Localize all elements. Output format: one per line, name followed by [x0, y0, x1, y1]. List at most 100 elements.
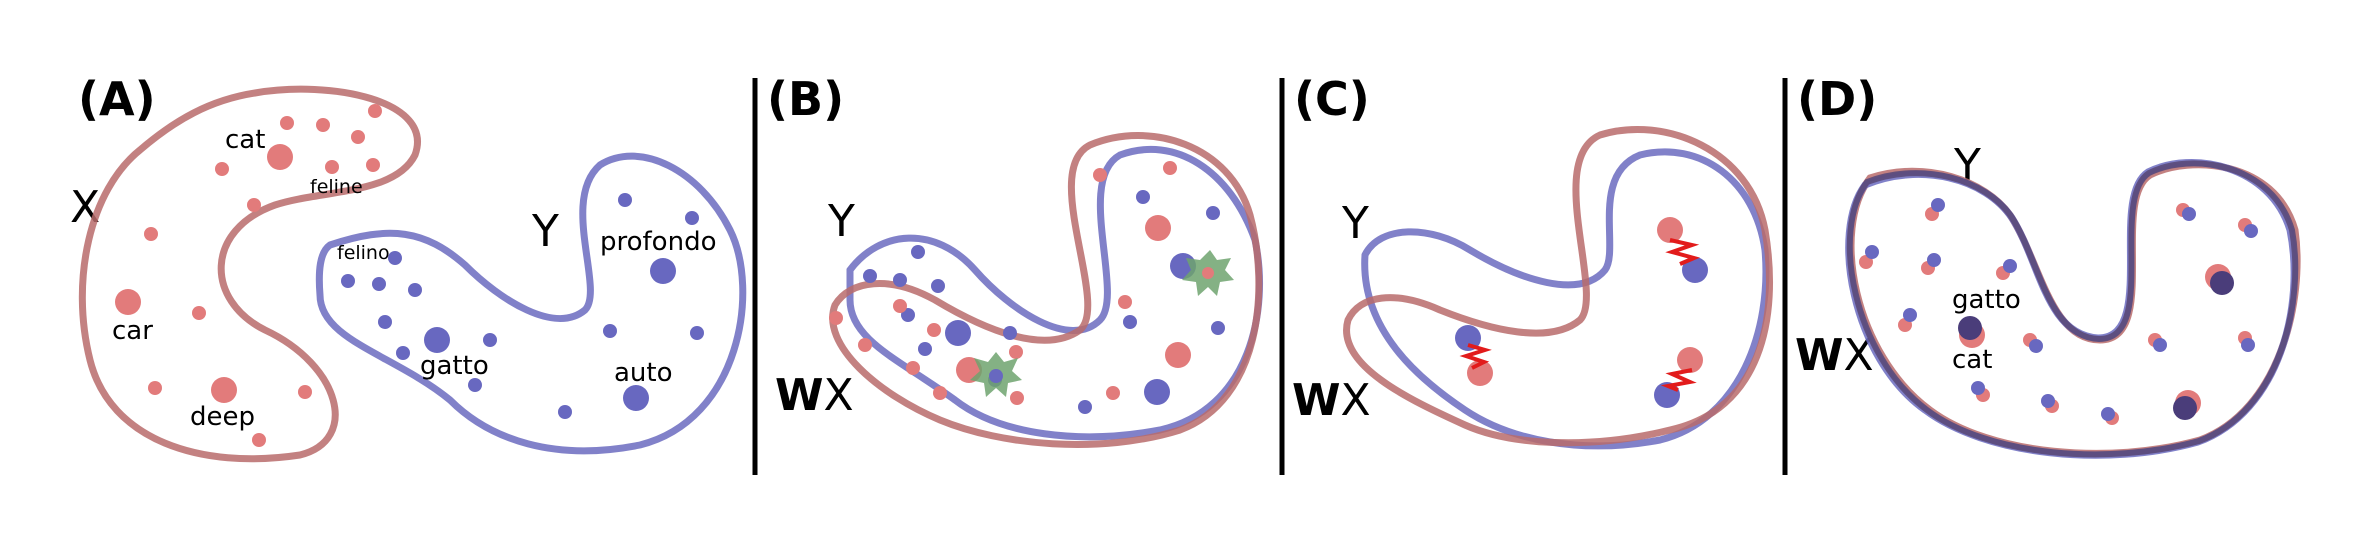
point [829, 311, 843, 325]
wx-space-boundary [1343, 125, 1773, 447]
space-label-y: Y [531, 206, 559, 257]
point [1010, 391, 1024, 405]
y-space-boundary [846, 145, 1263, 441]
point [918, 342, 932, 356]
point [247, 198, 261, 212]
point [388, 251, 402, 265]
space-label-y: Y [827, 196, 855, 247]
point [2041, 394, 2055, 408]
point [650, 258, 676, 284]
point [280, 116, 294, 130]
point [396, 346, 410, 360]
space-label-wx: WX [1795, 330, 1874, 381]
point [2244, 224, 2258, 238]
point [1202, 267, 1214, 279]
point [927, 323, 941, 337]
wx-space-boundary [1847, 161, 2301, 457]
mismatch-points [1455, 217, 1708, 408]
point [144, 227, 158, 241]
point [1958, 316, 1982, 340]
point [2101, 407, 2115, 421]
space-label-wx: WX [1292, 375, 1371, 426]
panel-a: (A) X Y [70, 72, 747, 463]
point [1118, 295, 1132, 309]
point [267, 144, 293, 170]
y-space-boundary [1361, 148, 1770, 450]
point [252, 433, 266, 447]
point [893, 273, 907, 287]
point [1144, 379, 1170, 405]
point [2241, 338, 2255, 352]
word-felino: felino [337, 242, 390, 264]
point [1903, 308, 1917, 322]
point [325, 160, 339, 174]
aligned-space-boundary [1846, 160, 2299, 458]
point [215, 162, 229, 176]
point [1123, 315, 1137, 329]
point [378, 315, 392, 329]
point [1093, 168, 1107, 182]
point [1211, 321, 1225, 335]
word-cat: cat [225, 125, 265, 155]
point [2210, 271, 2234, 295]
point [1455, 325, 1481, 351]
point [368, 104, 382, 118]
point [298, 385, 312, 399]
word-gatto: gatto [1952, 285, 2021, 315]
panel-label-d: (D) [1797, 72, 1877, 126]
point [618, 193, 632, 207]
wx-space-boundary [829, 132, 1263, 448]
point [933, 386, 947, 400]
point [989, 369, 1003, 383]
point [2029, 339, 2043, 353]
point [1206, 206, 1220, 220]
y-space-boundary [1845, 159, 2298, 459]
panel-c: (C) Y WX [1292, 72, 1773, 450]
x-space-points [115, 104, 382, 447]
word-profondo: profondo [600, 227, 716, 257]
point [2153, 338, 2167, 352]
point [211, 377, 237, 403]
point [1003, 326, 1017, 340]
point [1931, 198, 1945, 212]
panel-d: (D) Y WX [1795, 72, 2301, 459]
point [483, 333, 497, 347]
space-label-wx: WX [775, 370, 854, 421]
word-deep: deep [190, 402, 255, 432]
word-cat: cat [1952, 345, 1992, 375]
point [115, 289, 141, 315]
point [901, 308, 915, 322]
point [906, 361, 920, 375]
point [316, 118, 330, 132]
panel-b: (B) Y WX [767, 72, 1263, 448]
point [372, 277, 386, 291]
point [1009, 345, 1023, 359]
point [192, 306, 206, 320]
word-auto: auto [614, 358, 673, 388]
aligned-points [1859, 198, 2258, 425]
point [366, 158, 380, 172]
y-space-points [341, 193, 704, 419]
point [1136, 190, 1150, 204]
point [1165, 342, 1191, 368]
point [468, 378, 482, 392]
point [623, 385, 649, 411]
point [685, 211, 699, 225]
mismatch-marker [1660, 368, 1697, 392]
point [2003, 259, 2017, 273]
point [863, 269, 877, 283]
point [341, 274, 355, 288]
point [1927, 253, 1941, 267]
point [351, 130, 365, 144]
panel-label-b: (B) [767, 72, 844, 126]
y-space-boundary [315, 152, 747, 455]
word-feline: feline [310, 176, 363, 198]
point [558, 405, 572, 419]
point [1657, 217, 1683, 243]
panel-label-c: (C) [1294, 72, 1370, 126]
panel-label-a: (A) [78, 72, 156, 126]
point [1106, 386, 1120, 400]
point [2173, 396, 2197, 420]
point [148, 381, 162, 395]
